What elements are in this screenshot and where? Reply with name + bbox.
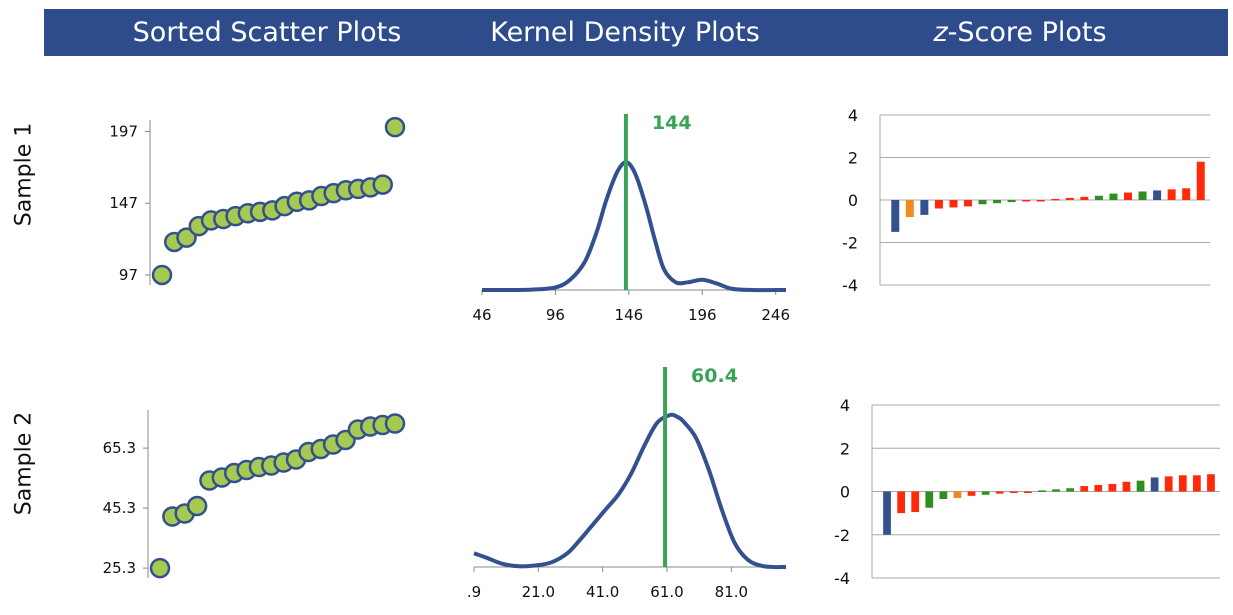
s2-z-bar xyxy=(939,491,948,500)
s2-z-bar xyxy=(897,491,905,514)
s1-scatter-point xyxy=(176,227,197,248)
s1-scatter-y-tick-label: 197 xyxy=(109,122,138,140)
s1-kde-x-tick-label: 196 xyxy=(688,306,717,324)
s2-scatter-y-tick-label: 45.3 xyxy=(103,499,136,517)
s2-kde-x-tick-label: 61.0 xyxy=(650,583,683,601)
s2-z-bar xyxy=(1150,477,1159,492)
s1-kde-x-tick-label: 46 xyxy=(472,306,491,324)
s2-z-y-tick-label: -4 xyxy=(834,569,850,588)
s1-z-bar xyxy=(920,200,929,215)
header-scatter: Sorted Scatter Plots xyxy=(132,17,402,48)
s1-z-y-tick-label: 4 xyxy=(848,106,858,125)
s1-scatter-y-tick-label: 147 xyxy=(109,194,138,212)
s1-z-y-tick-label: -2 xyxy=(842,234,858,253)
s2-scatter-point xyxy=(384,413,406,434)
s1-z-bar xyxy=(1138,191,1147,200)
s1-z-y-tick-label: 0 xyxy=(848,191,858,210)
header-zscore: z-Score Plots xyxy=(850,9,1190,56)
s2-z-bar xyxy=(1108,483,1117,492)
s2-kde-x-tick-label: 81.0 xyxy=(715,583,748,601)
s1-kde-x-tick-label: 146 xyxy=(615,306,644,324)
s1-z-bar xyxy=(1167,189,1176,200)
s2-kde-x-tick-label: .9 xyxy=(467,583,481,601)
s1-scatter-point xyxy=(151,264,173,286)
s1-z-bar xyxy=(905,200,914,217)
s1-z-bar xyxy=(978,200,987,205)
s1-z-bar xyxy=(1109,193,1118,200)
s2-scatter-point xyxy=(149,557,171,579)
s1-z-bar xyxy=(1007,200,1016,203)
s2-kde-marker-label: 60.4 xyxy=(691,365,738,387)
s1-scatter-point xyxy=(384,116,406,138)
s2-z-bar xyxy=(953,491,962,498)
s2-scatter-point xyxy=(186,495,208,517)
s2-z-bar xyxy=(911,491,920,513)
s2-kde-density-line xyxy=(473,412,787,570)
s2-scatter-y-tick-label: 25.3 xyxy=(103,559,136,577)
s2-z-bar xyxy=(883,491,891,535)
s1-z-bar xyxy=(1080,196,1089,200)
s1-z-bar xyxy=(1065,197,1074,200)
header-kde: Kernel Density Plots xyxy=(490,17,760,48)
s1-z-bar xyxy=(964,200,972,207)
s2-z-bar xyxy=(1038,490,1046,492)
s2-z-bar xyxy=(1178,475,1187,492)
s1-kde-marker-label: 144 xyxy=(652,112,692,134)
s2-kde-x-tick-label: 41.0 xyxy=(586,583,619,601)
s2-scatter-y-tick-label: 65.3 xyxy=(103,439,136,457)
s2-kde-x-tick-label: 21.0 xyxy=(522,583,555,601)
s1-z-bar xyxy=(934,200,943,209)
s2-z-bar xyxy=(1024,491,1032,493)
s1-kde-x-tick-label: 96 xyxy=(546,306,565,324)
s2-z-bar xyxy=(1052,489,1060,492)
s1-z-bar xyxy=(1022,200,1031,202)
s2-z-y-tick-label: -2 xyxy=(834,526,850,545)
s1-z-bar xyxy=(1124,192,1132,200)
s1-z-bar xyxy=(1036,200,1045,202)
s2-z-bar xyxy=(995,491,1004,494)
s1-scatter-point xyxy=(372,174,393,195)
s2-z-bar xyxy=(1080,486,1089,492)
s1-z-bar xyxy=(949,200,958,208)
s2-z-bar xyxy=(1094,485,1103,492)
s1-z-bar xyxy=(891,200,900,232)
header-z-italic: z xyxy=(933,17,948,48)
s1-z-bar xyxy=(1051,198,1060,201)
s2-z-bar xyxy=(981,491,990,495)
s1-kde-density-line xyxy=(481,159,787,293)
s1-z-bar xyxy=(1196,161,1205,200)
s2-z-y-tick-label: 2 xyxy=(840,439,850,458)
s1-z-y-tick-label: 2 xyxy=(848,149,858,168)
s1-z-y-tick-label: -4 xyxy=(842,276,858,295)
s2-z-y-tick-label: 4 xyxy=(840,396,850,415)
s1-z-bar xyxy=(1182,188,1191,200)
s2-z-bar xyxy=(1009,491,1018,493)
s2-z-bar xyxy=(1066,488,1074,492)
s2-z-y-tick-label: 0 xyxy=(840,483,850,502)
header-z-rest: -Score Plots xyxy=(947,17,1107,48)
s2-z-bar xyxy=(1136,480,1145,492)
s2-z-bar xyxy=(967,491,976,496)
s1-z-bar xyxy=(1094,195,1103,200)
s1-kde-x-tick-label: 246 xyxy=(761,306,790,324)
s1-scatter-y-tick-label: 97 xyxy=(119,266,138,284)
s2-z-bar xyxy=(1122,481,1131,492)
s2-z-bar xyxy=(925,491,934,508)
header-bar xyxy=(44,9,1228,56)
s2-z-bar xyxy=(1207,474,1215,492)
s1-z-bar xyxy=(993,200,1002,204)
s2-z-bar xyxy=(1164,476,1173,492)
s1-z-bar xyxy=(1153,190,1162,200)
s2-z-bar xyxy=(1193,475,1201,492)
